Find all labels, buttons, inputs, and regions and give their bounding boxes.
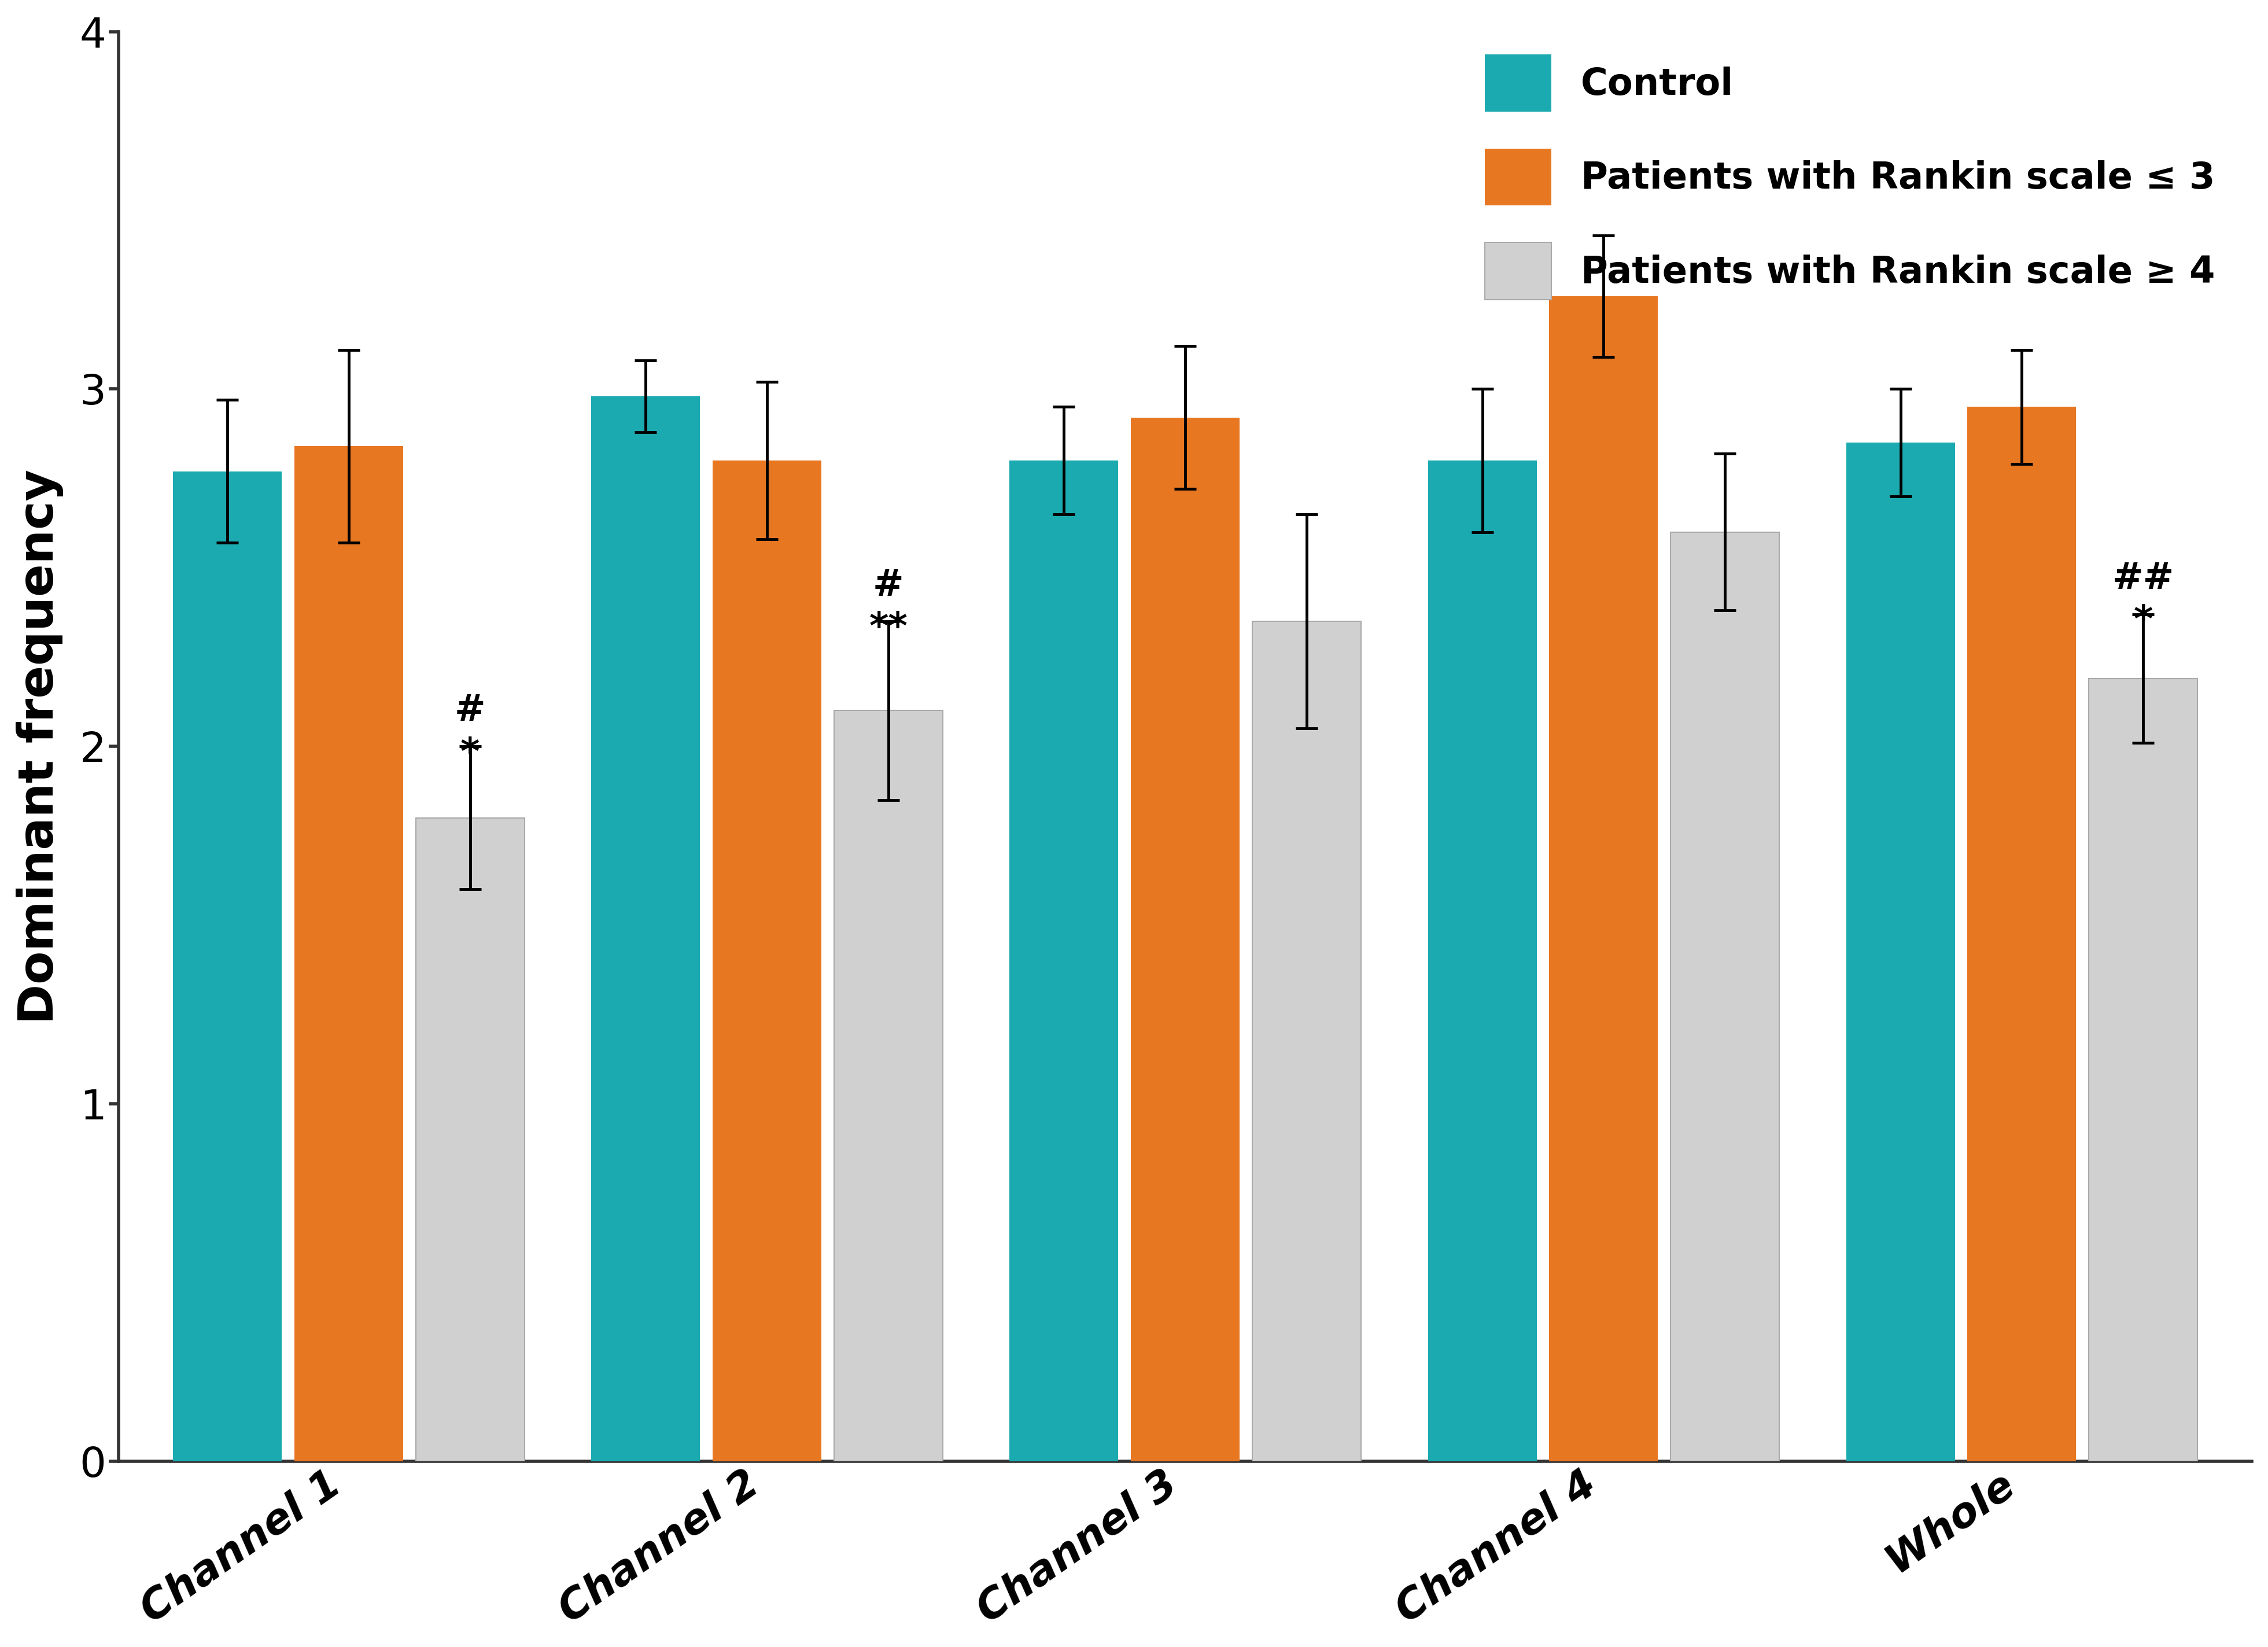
Text: #: # <box>873 568 903 603</box>
Bar <box>712 461 821 1461</box>
Bar <box>172 471 281 1461</box>
Bar <box>1252 621 1361 1461</box>
Bar <box>1429 461 1538 1461</box>
Bar <box>592 397 701 1461</box>
Bar <box>1969 407 2075 1461</box>
Bar <box>1009 461 1118 1461</box>
Legend: Control, Patients with Rankin scale ≤ 3, Patients with Rankin scale ≥ 4: Control, Patients with Rankin scale ≤ 3,… <box>1465 36 2234 318</box>
Text: ##: ## <box>2112 560 2175 596</box>
Text: *: * <box>460 736 479 771</box>
Bar <box>1549 296 1658 1461</box>
Text: #: # <box>454 693 485 728</box>
Bar <box>2089 679 2198 1461</box>
Bar <box>1132 418 1241 1461</box>
Bar <box>1672 532 1780 1461</box>
Text: *: * <box>2134 603 2152 639</box>
Bar <box>295 446 404 1461</box>
Bar <box>1846 443 1955 1461</box>
Bar <box>835 710 943 1461</box>
Y-axis label: Dominant frequency: Dominant frequency <box>16 469 64 1024</box>
Bar <box>415 819 524 1461</box>
Text: **: ** <box>869 611 907 646</box>
